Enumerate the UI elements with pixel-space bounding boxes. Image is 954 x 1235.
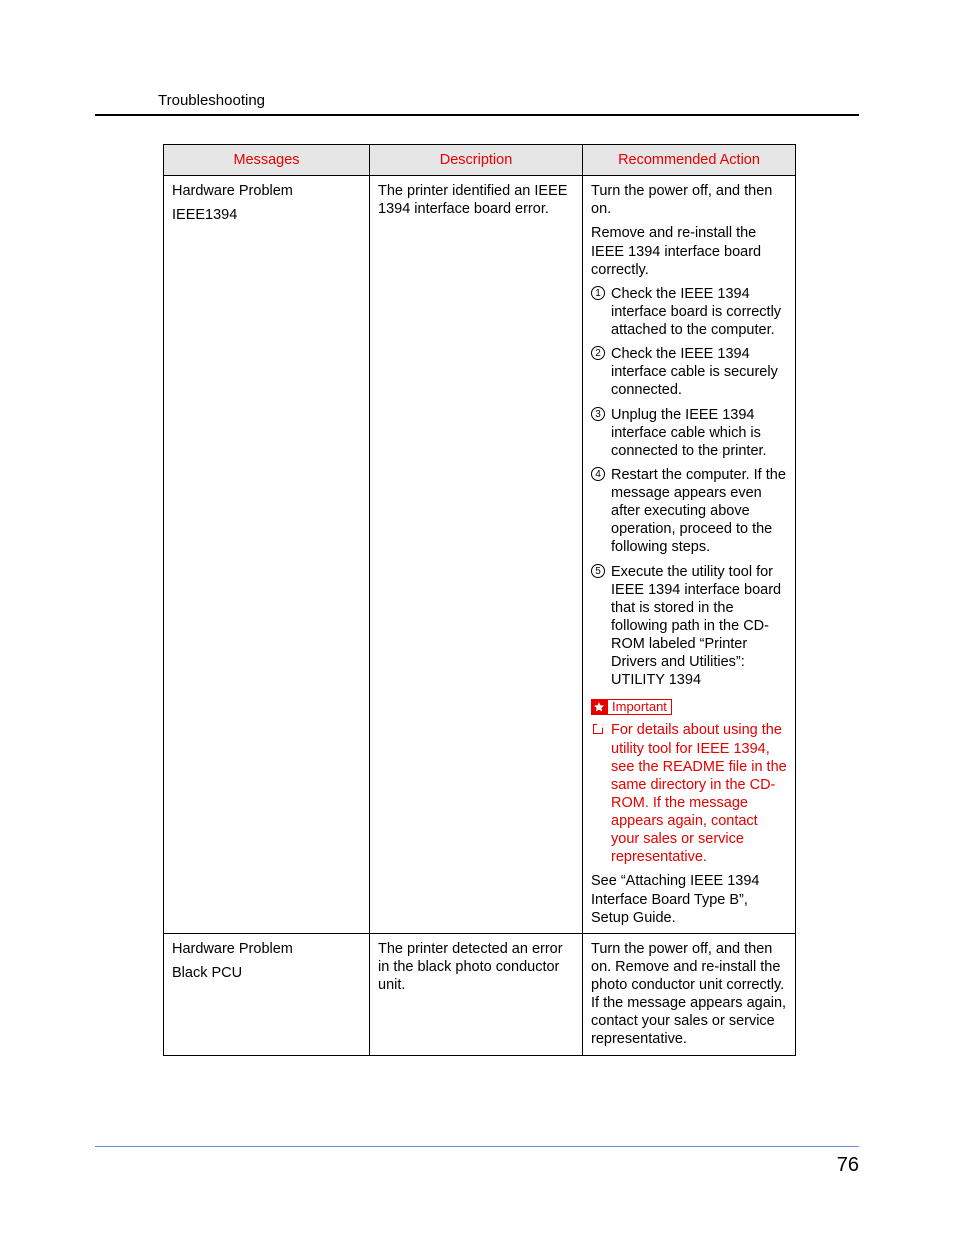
- page-number: 76: [837, 1154, 859, 1177]
- action-step: 2 Check the IEEE 1394 interface cable is…: [591, 345, 787, 399]
- step-number-icon: 2: [591, 346, 605, 360]
- action-step: 1 Check the IEEE 1394 interface board is…: [591, 285, 787, 339]
- important-note-text: For details about using the utility tool…: [611, 722, 787, 865]
- important-label: Important: [607, 699, 672, 715]
- col-header-description: Description: [370, 145, 583, 176]
- step-text: Unplug the IEEE 1394 interface cable whi…: [611, 407, 767, 459]
- action-step-list: 1 Check the IEEE 1394 interface board is…: [591, 285, 787, 690]
- description-text: The printer detected an error in the bla…: [378, 940, 574, 994]
- col-header-action: Recommended Action: [583, 145, 796, 176]
- action-step: 3 Unplug the IEEE 1394 interface cable w…: [591, 406, 787, 460]
- step-text: Restart the computer. If the message app…: [611, 467, 786, 556]
- action-text: Turn the power off, and then on. Remove …: [591, 940, 787, 1049]
- col-header-messages: Messages: [164, 145, 370, 176]
- message-line-2: IEEE1394: [172, 206, 361, 224]
- step-number-icon: 5: [591, 564, 605, 578]
- troubleshooting-table: Messages Description Recommended Action …: [163, 144, 796, 1056]
- cell-description: The printer identified an IEEE 1394 inte…: [370, 176, 583, 934]
- troubleshooting-table-wrap: Messages Description Recommended Action …: [163, 144, 795, 1056]
- important-note-list: For details about using the utility tool…: [591, 721, 787, 866]
- step-text: Check the IEEE 1394 interface board is c…: [611, 286, 781, 338]
- action-step: 4 Restart the computer. If the message a…: [591, 466, 787, 557]
- action-p2: Remove and re-install the IEEE 1394 inte…: [591, 224, 787, 278]
- description-text: The printer identified an IEEE 1394 inte…: [378, 182, 574, 218]
- action-step: 5 Execute the utility tool for IEEE 1394…: [591, 563, 787, 690]
- table-row: Hardware Problem Black PCU The printer d…: [164, 933, 796, 1055]
- header-rule: [95, 114, 859, 116]
- cell-action: Turn the power off, and then on. Remove …: [583, 933, 796, 1055]
- page: Troubleshooting Messages Description Rec…: [0, 0, 954, 1235]
- table-row: Hardware Problem IEEE1394 The printer id…: [164, 176, 796, 934]
- cell-message: Hardware Problem IEEE1394: [164, 176, 370, 934]
- step-number-icon: 4: [591, 467, 605, 481]
- section-title: Troubleshooting: [158, 92, 859, 109]
- message-line-2: Black PCU: [172, 964, 361, 982]
- step-text: Check the IEEE 1394 interface cable is s…: [611, 346, 778, 398]
- cell-description: The printer detected an error in the bla…: [370, 933, 583, 1055]
- step-number-icon: 3: [591, 407, 605, 421]
- checkbox-icon: [593, 724, 603, 734]
- important-badge: Important: [591, 699, 672, 715]
- message-line-1: Hardware Problem: [172, 182, 361, 200]
- action-p3: See “Attaching IEEE 1394 Interface Board…: [591, 872, 787, 926]
- step-number-icon: 1: [591, 286, 605, 300]
- footer-rule: [95, 1146, 859, 1147]
- step-text: Execute the utility tool for IEEE 1394 i…: [611, 564, 781, 689]
- cell-message: Hardware Problem Black PCU: [164, 933, 370, 1055]
- message-line-1: Hardware Problem: [172, 940, 361, 958]
- cell-action: Turn the power off, and then on. Remove …: [583, 176, 796, 934]
- important-note-item: For details about using the utility tool…: [591, 721, 787, 866]
- header: Troubleshooting: [158, 92, 859, 113]
- star-icon: [591, 699, 607, 715]
- action-p1: Turn the power off, and then on.: [591, 182, 787, 218]
- table-header-row: Messages Description Recommended Action: [164, 145, 796, 176]
